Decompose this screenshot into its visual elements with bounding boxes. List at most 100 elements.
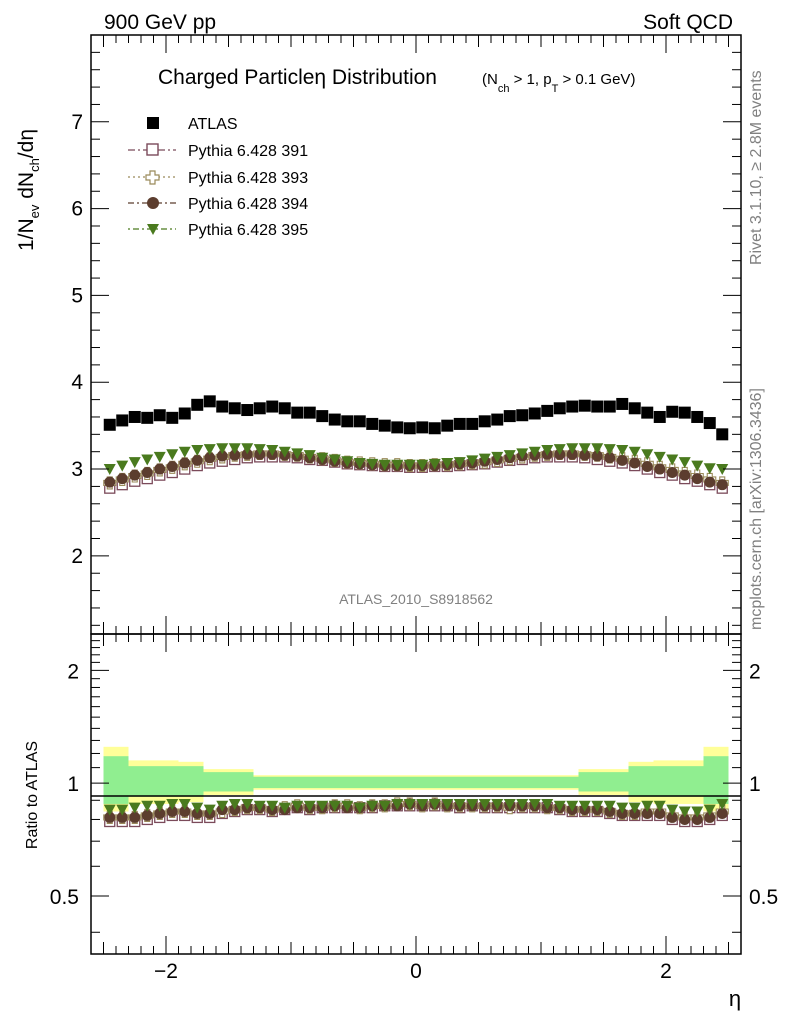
ratio-y-tick-label-right: 1 <box>749 773 761 796</box>
main-point-filled-triangle-down <box>178 446 191 458</box>
ratio-point-filled-circle <box>679 813 691 825</box>
ylabel-part-b: dN <box>15 172 38 205</box>
main-point-filled-triangle-down <box>441 457 454 469</box>
main-point-filled-circle <box>654 463 666 475</box>
ratio-point-filled-triangle-down <box>616 802 629 814</box>
main-point-filled-square <box>316 410 329 423</box>
header-right: Soft QCD <box>643 11 733 34</box>
ratio-point-filled-circle <box>129 811 141 823</box>
main-point-filled-square <box>516 409 529 422</box>
subtitle-part-3: > 0.1 GeV) <box>558 71 635 88</box>
main-point-filled-circle <box>666 467 678 479</box>
y-tick-label: 6 <box>71 198 83 221</box>
ratio-point-filled-triangle-down <box>466 798 479 810</box>
main-point-filled-square <box>441 419 454 432</box>
main-point-filled-triangle-down <box>103 464 116 476</box>
ratio-y-tick-label-right: 2 <box>749 660 761 683</box>
ratio-point-filled-triangle-down <box>478 798 491 810</box>
inner-band-segment <box>703 756 729 804</box>
main-point-filled-square <box>153 409 166 422</box>
main-point-filled-triangle-down <box>416 459 429 471</box>
legend-marker-atlas <box>147 117 159 129</box>
ratio-point-filled-circle <box>704 811 716 823</box>
main-point-filled-circle <box>191 454 203 466</box>
main-point-filled-square <box>666 405 679 418</box>
main-point-filled-triangle-down <box>228 443 241 455</box>
main-point-filled-triangle-down <box>316 452 329 464</box>
subtitle-part-1: (N <box>482 71 498 88</box>
main-point-filled-circle <box>716 479 728 491</box>
main-point-filled-triangle-down <box>141 454 154 466</box>
inner-band-segment <box>653 766 679 797</box>
main-point-filled-circle <box>591 450 603 462</box>
legend-marker-393 <box>145 170 160 185</box>
main-point-filled-triangle-down <box>603 444 616 456</box>
ylabel-part-c: /dη <box>15 129 38 158</box>
main-point-filled-circle <box>566 448 578 460</box>
ratio-point-filled-circle <box>104 811 116 823</box>
ratio-point-filled-triangle-down <box>528 798 541 810</box>
legend-label-395: Pythia 6.428 395 <box>188 222 308 239</box>
legend-marker-394 <box>147 197 159 209</box>
ratio-point-filled-triangle-down <box>141 800 154 812</box>
legend-label-atlas: ATLAS <box>188 116 238 133</box>
ratio-point-filled-triangle-down <box>166 798 179 810</box>
ratio-point-filled-triangle-down <box>578 800 591 812</box>
ratio-point-filled-triangle-down <box>366 800 379 812</box>
main-point-filled-circle <box>604 452 616 464</box>
main-point-filled-triangle-down <box>566 443 579 455</box>
inner-band-segment <box>178 766 204 797</box>
main-point-filled-circle <box>154 463 166 475</box>
main-panel-markers <box>103 395 729 494</box>
ylabel-sub-b: ch <box>27 158 42 172</box>
main-point-filled-square <box>678 406 691 419</box>
ratio-point-filled-triangle-down <box>641 800 654 812</box>
main-point-filled-triangle-down <box>266 444 279 456</box>
legend-label-394: Pythia 6.428 394 <box>188 196 308 213</box>
main-point-filled-square <box>128 410 141 423</box>
main-point-filled-square <box>266 400 279 413</box>
main-point-filled-square <box>366 417 379 430</box>
ratio-point-filled-triangle-down <box>416 798 429 810</box>
main-point-filled-square <box>416 421 429 434</box>
main-point-filled-circle <box>704 476 716 488</box>
ratio-point-filled-triangle-down <box>216 800 229 812</box>
main-point-filled-square <box>566 400 579 413</box>
main-point-filled-circle <box>679 469 691 481</box>
ratio-point-filled-triangle-down <box>378 800 391 812</box>
main-point-filled-triangle-down <box>328 454 341 466</box>
y-tick-label: 2 <box>71 545 83 568</box>
ratio-point-filled-triangle-down <box>116 804 129 816</box>
ratio-point-filled-triangle-down <box>591 800 604 812</box>
main-point-filled-circle <box>641 460 653 472</box>
main-point-filled-circle <box>179 457 191 469</box>
inner-band-segment <box>678 766 704 797</box>
main-point-filled-circle <box>141 467 153 479</box>
ratio-point-filled-triangle-down <box>178 798 191 810</box>
ratio-point-filled-triangle-down <box>291 800 304 812</box>
ratio-y-tick-label-left: 0.5 <box>50 886 79 909</box>
main-point-filled-triangle-down <box>241 443 254 455</box>
ratio-point-filled-circle <box>716 807 728 819</box>
main-point-filled-square <box>241 404 254 417</box>
main-point-filled-triangle-down <box>278 446 291 458</box>
main-point-filled-triangle-down <box>128 457 141 469</box>
ratio-point-filled-triangle-down <box>516 798 529 810</box>
ratio-point-filled-triangle-down <box>228 798 241 810</box>
ratio-y-tick-label-left: 2 <box>67 660 79 683</box>
rivet-label: Rivet 3.1.10, ≥ 2.8M events <box>748 70 765 265</box>
main-point-filled-square <box>453 417 466 430</box>
ratio-point-filled-circle <box>116 811 128 823</box>
main-point-filled-triangle-down <box>478 453 491 465</box>
x-axis-label: η <box>729 986 741 1011</box>
ratio-point-filled-triangle-down <box>353 802 366 814</box>
subtitle-part-2: > 1, p <box>509 71 551 88</box>
main-point-filled-triangle-down <box>291 448 304 460</box>
ratio-point-filled-triangle-down <box>691 806 704 818</box>
ratio-point-filled-triangle-down <box>278 802 291 814</box>
ratio-point-filled-triangle-down <box>303 800 316 812</box>
main-point-filled-square <box>353 415 366 428</box>
plot-subtitle: (Nch > 1, pT > 0.1 GeV) <box>482 71 635 95</box>
main-point-filled-square <box>253 402 266 415</box>
main-point-filled-square <box>628 402 641 415</box>
